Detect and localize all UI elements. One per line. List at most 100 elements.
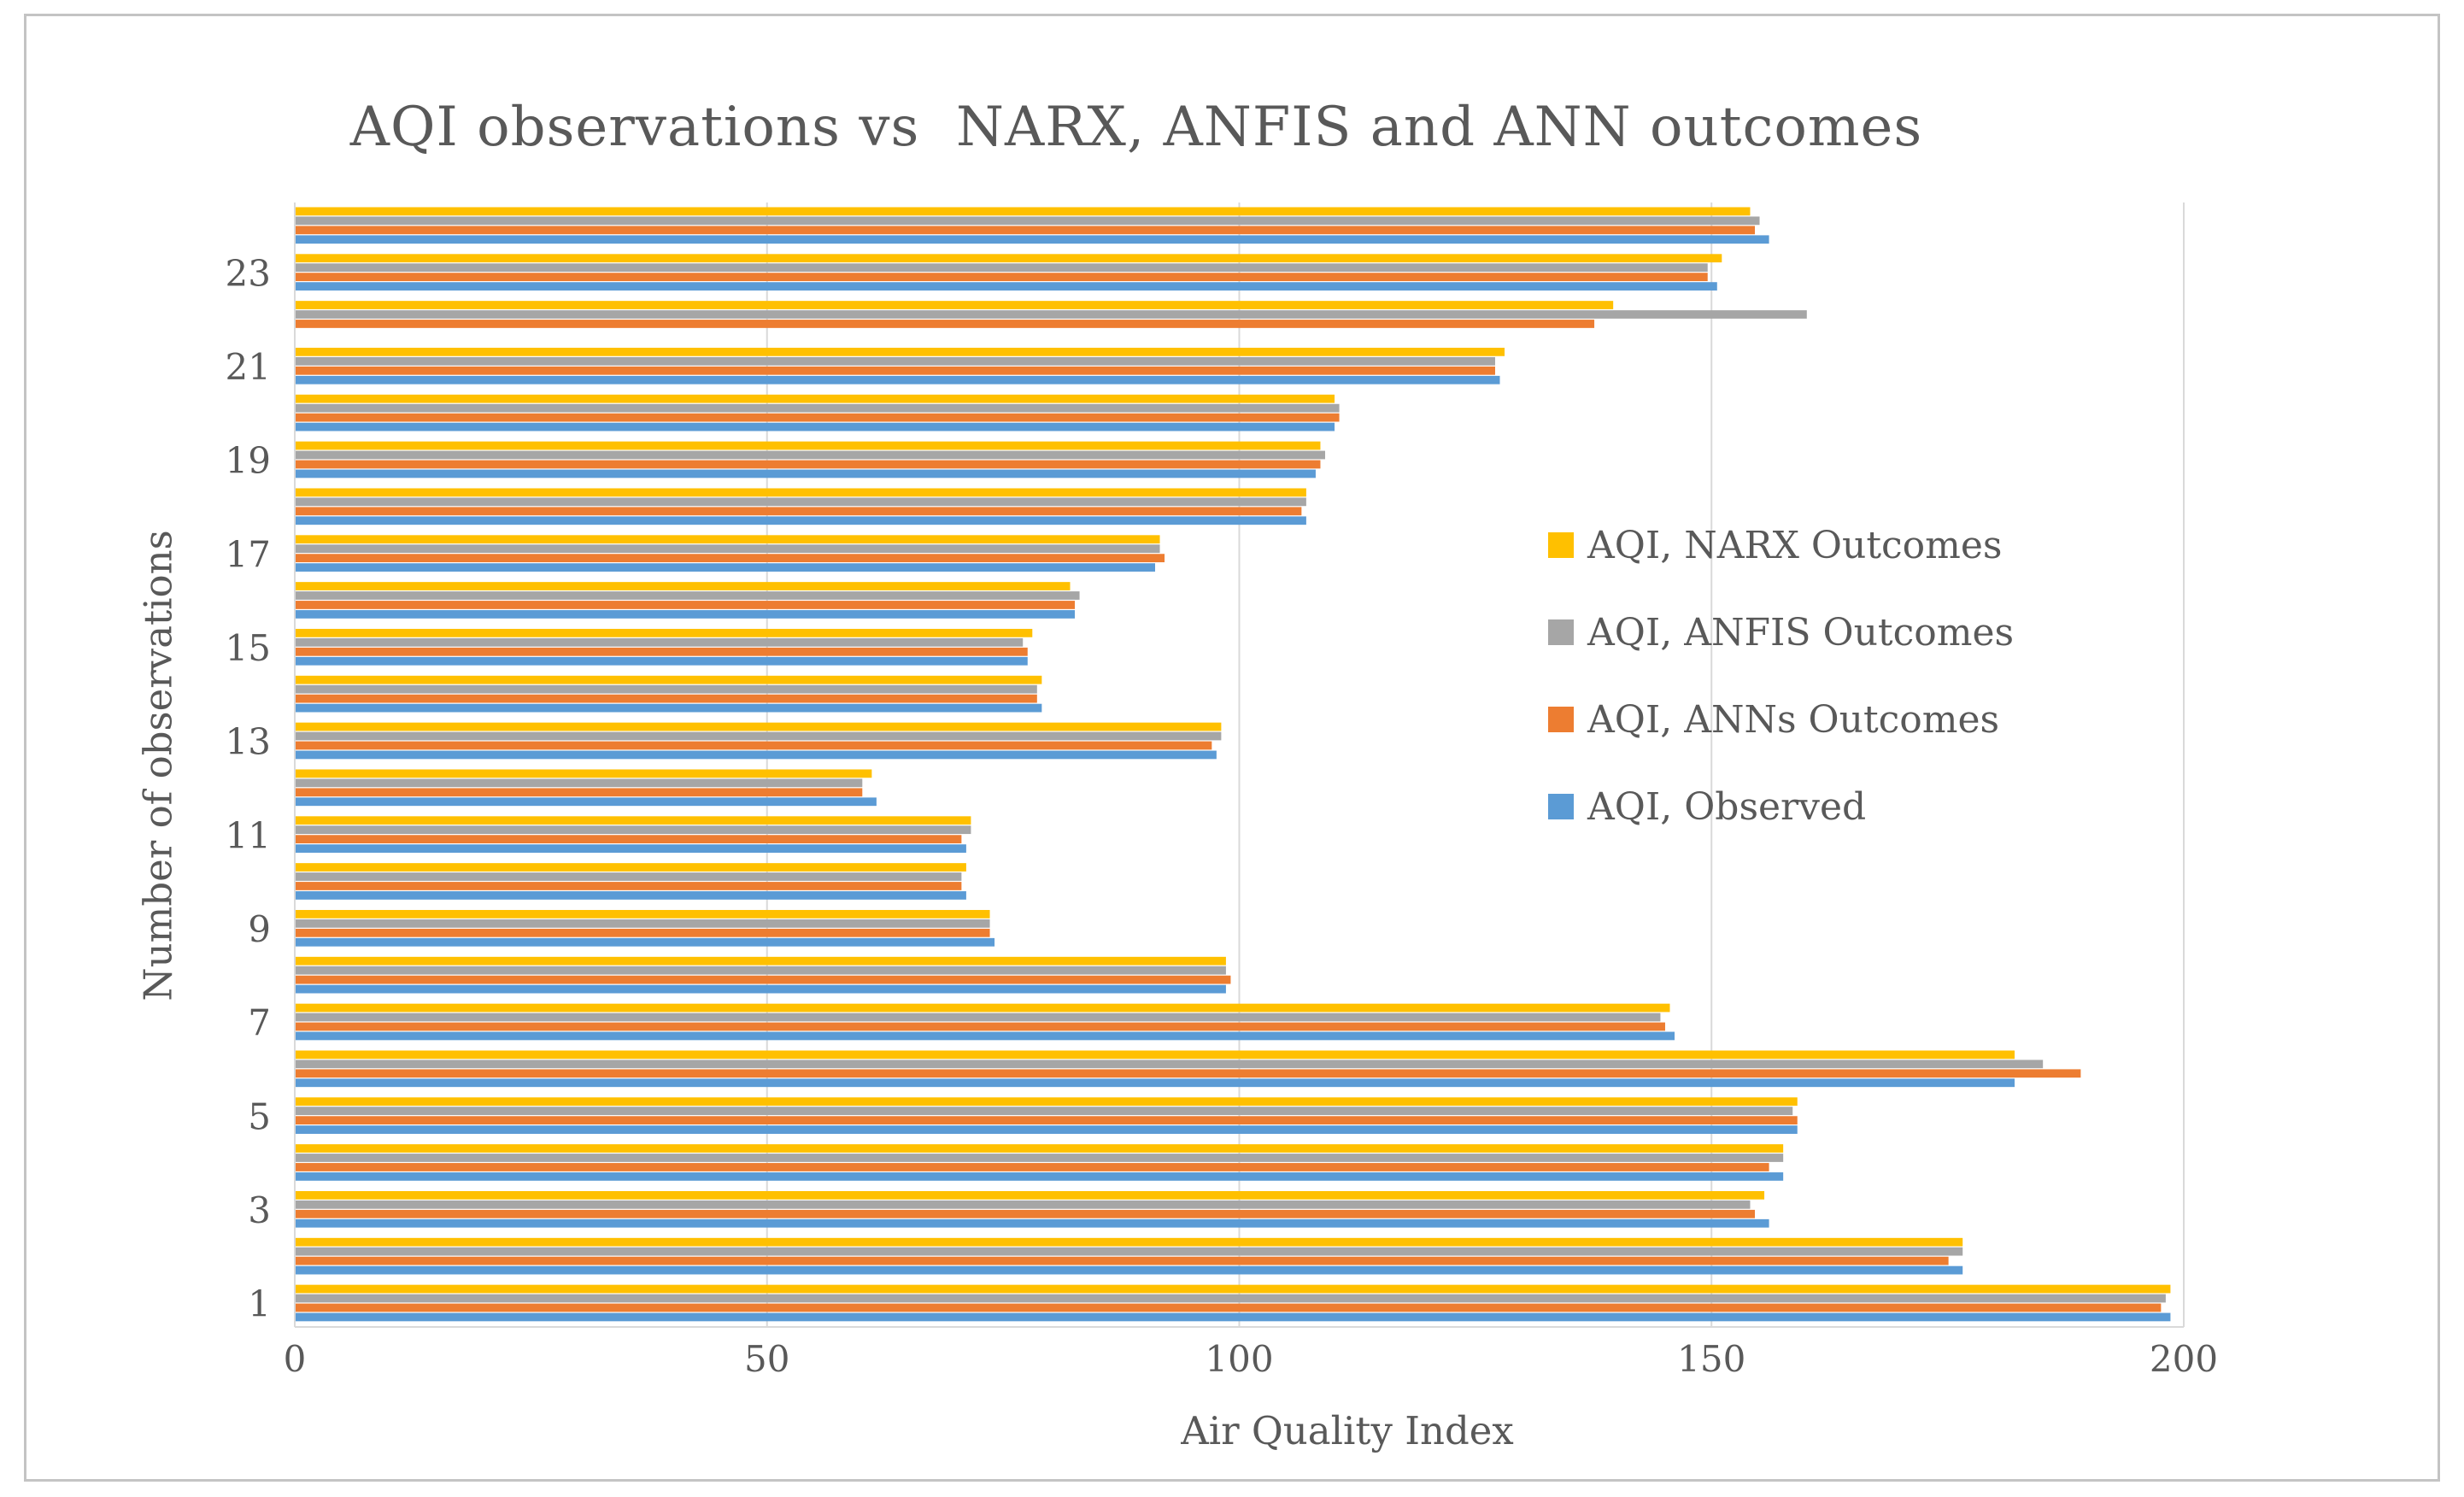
legend-entry: AQI, NARX Outcomes — [1548, 523, 2014, 567]
bar-obs23-series4 — [296, 282, 1717, 291]
bar-obs9-series3 — [296, 928, 990, 937]
chart-title: AQI observations vs NARX, ANFIS and ANN … — [349, 96, 1923, 159]
bar-obs2-series3 — [296, 1256, 1949, 1265]
bar-obs16-series2 — [296, 591, 1080, 600]
bar-obs20-series3 — [296, 413, 1340, 422]
legend-entry: AQI, Observed — [1548, 784, 2014, 829]
y-tick-label: 19 — [226, 440, 271, 482]
bar-obs11-series2 — [296, 825, 971, 835]
bar-obs23-series1 — [296, 254, 1722, 263]
x-axis-title: Air Quality Index — [1181, 1408, 1514, 1453]
figure-border — [24, 14, 2440, 1482]
bar-obs10-series4 — [296, 891, 966, 900]
bar-obs1-series1 — [296, 1284, 2171, 1294]
legend-swatch-icon — [1548, 619, 1574, 645]
bar-obs18-series3 — [296, 507, 1302, 516]
bar-obs5-series2 — [296, 1107, 1793, 1116]
x-tick-label: 100 — [1205, 1338, 1273, 1380]
bar-obs8-series1 — [296, 956, 1226, 966]
bar-obs1-series3 — [296, 1303, 2162, 1312]
bar-obs24-series2 — [296, 216, 1760, 226]
bar-obs7-series2 — [296, 1013, 1661, 1022]
bar-obs21-series4 — [296, 375, 1500, 385]
legend-label: AQI, ANNs Outcomes — [1587, 697, 2000, 742]
bar-obs1-series4 — [296, 1312, 2171, 1322]
bar-obs10-series2 — [296, 872, 962, 881]
y-tick-label: 15 — [226, 627, 271, 669]
bar-obs9-series1 — [296, 909, 990, 919]
bar-obs22-series2 — [296, 310, 1807, 319]
bar-obs6-series3 — [296, 1069, 2081, 1078]
bar-obs24-series4 — [296, 235, 1769, 244]
bar-obs1-series2 — [296, 1294, 2166, 1303]
bar-obs18-series4 — [296, 516, 1306, 525]
bar-obs14-series2 — [296, 684, 1037, 694]
bar-obs8-series2 — [296, 966, 1226, 975]
bar-obs22-series3 — [296, 320, 1595, 328]
bar-obs20-series1 — [296, 394, 1335, 403]
bar-obs15-series2 — [296, 637, 1024, 647]
legend-label: AQI, ANFIS Outcomes — [1587, 610, 2015, 655]
y-tick-label: 7 — [248, 1002, 271, 1044]
bar-obs20-series2 — [296, 403, 1340, 413]
bar-obs20-series4 — [296, 422, 1335, 431]
bar-obs12-series3 — [296, 788, 863, 797]
bar-obs21-series1 — [296, 347, 1505, 356]
y-tick-label: 1 — [248, 1283, 271, 1325]
bar-obs11-series3 — [296, 835, 962, 844]
bar-obs12-series4 — [296, 797, 877, 807]
bar-obs8-series3 — [296, 975, 1231, 984]
bar-obs19-series3 — [296, 460, 1321, 469]
bar-obs9-series2 — [296, 919, 990, 928]
bar-obs2-series2 — [296, 1247, 1963, 1256]
bar-obs13-series1 — [296, 722, 1222, 731]
bar-obs11-series1 — [296, 816, 971, 825]
bar-obs4-series2 — [296, 1154, 1784, 1162]
bar-obs10-series1 — [296, 863, 966, 872]
bar-obs19-series1 — [296, 441, 1321, 450]
bar-obs14-series4 — [296, 703, 1042, 713]
y-tick-label: 23 — [226, 252, 271, 294]
bar-obs23-series2 — [296, 263, 1708, 273]
y-tick-label: 11 — [226, 814, 271, 856]
x-tick-label: 50 — [744, 1338, 789, 1380]
legend-entry: AQI, ANFIS Outcomes — [1548, 610, 2015, 655]
bar-obs4-series3 — [296, 1163, 1769, 1171]
bar-obs11-series4 — [296, 844, 966, 853]
y-tick-label: 5 — [248, 1095, 271, 1137]
bar-obs24-series3 — [296, 226, 1755, 235]
bar-obs2-series1 — [296, 1237, 1963, 1247]
bar-obs2-series4 — [296, 1265, 1963, 1275]
bar-obs7-series1 — [296, 1003, 1670, 1013]
bar-obs17-series1 — [296, 535, 1160, 544]
legend-label: AQI, NARX Outcomes — [1587, 523, 2003, 567]
bar-obs19-series4 — [296, 469, 1316, 478]
bar-obs17-series3 — [296, 554, 1165, 563]
bar-obs12-series1 — [296, 769, 872, 778]
bar-obs5-series1 — [296, 1097, 1798, 1107]
bar-obs6-series1 — [296, 1050, 2015, 1060]
bar-obs4-series1 — [296, 1144, 1784, 1153]
y-tick-label: 13 — [226, 721, 271, 763]
bar-obs18-series1 — [296, 488, 1306, 497]
bar-obs6-series2 — [296, 1060, 2044, 1069]
bar-obs13-series2 — [296, 731, 1222, 741]
bar-obs16-series1 — [296, 582, 1071, 590]
bar-obs14-series1 — [296, 675, 1042, 684]
bar-obs7-series3 — [296, 1022, 1665, 1031]
bar-obs3-series2 — [296, 1200, 1751, 1209]
legend-entry: AQI, ANNs Outcomes — [1548, 697, 2014, 742]
bar-obs22-series1 — [296, 301, 1614, 309]
bar-obs19-series2 — [296, 450, 1325, 460]
legend-swatch-icon — [1548, 707, 1574, 732]
bar-obs17-series2 — [296, 544, 1160, 554]
bar-obs3-series3 — [296, 1209, 1755, 1218]
bar-obs14-series3 — [296, 694, 1037, 703]
legend-label: AQI, Observed — [1587, 784, 1867, 829]
bar-obs18-series2 — [296, 497, 1306, 507]
x-tick-label: 150 — [1677, 1338, 1745, 1380]
legend-swatch-icon — [1548, 794, 1574, 819]
bar-obs13-series3 — [296, 741, 1212, 750]
